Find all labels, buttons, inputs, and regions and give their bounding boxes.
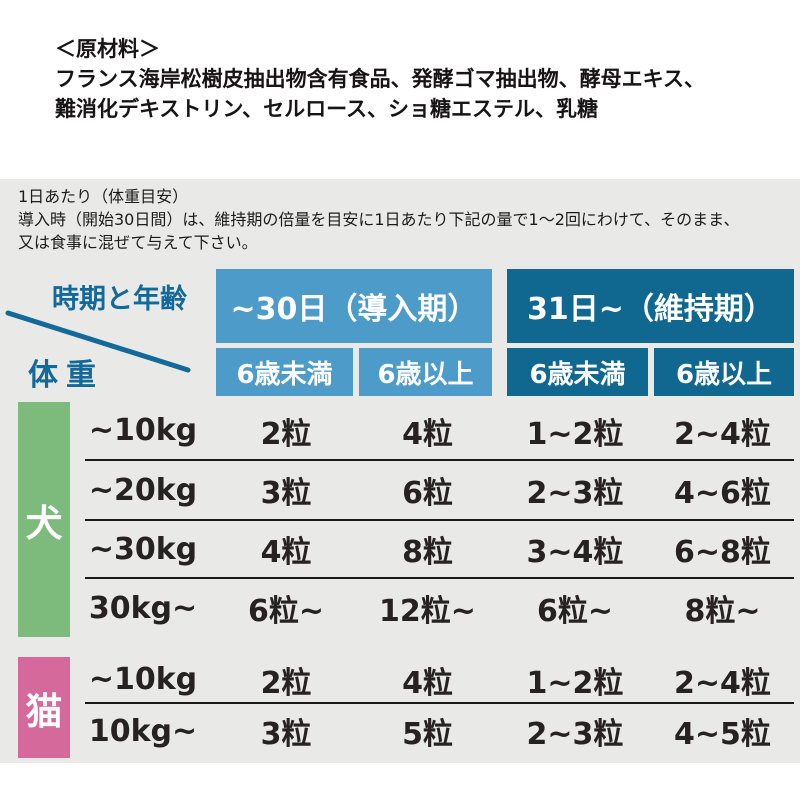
header-maintenance-period: 31日~（維持期）	[507, 269, 794, 343]
dose-cell: 2~4粒	[674, 665, 771, 701]
ingredients-section: ＜原材料＞ フランス海岸松樹皮抽出物含有食品、発酵ゴマ抽出物、酵母エキス、 難消…	[55, 34, 705, 124]
dose-cell: 4粒	[402, 416, 453, 452]
table-row: 30kg~ 6粒~ 12粒~ 6粒~ 8粒~	[70, 579, 794, 637]
header-introduction-period: ~30日（導入期）	[216, 269, 492, 343]
table-row: 10kg~ 3粒 5粒 2~3粒 4~5粒	[70, 704, 794, 758]
dose-cell: 6粒~	[536, 594, 613, 629]
dose-cell: 2~3粒	[526, 476, 624, 511]
dosage-panel: 1日あたり（体重目安） 導入時（開始30日間）は、維持期の倍量を目安に1日あたり…	[0, 179, 800, 763]
header-under-6-intro: 6歳未満	[216, 348, 353, 396]
dose-cell: 8粒~	[684, 594, 761, 629]
corner-label-period-age: 時期と年齢	[52, 284, 187, 315]
dose-cell: 2~3粒	[526, 717, 624, 752]
dose-cell: 1~2粒	[526, 665, 624, 701]
dose-cell: 2粒	[260, 416, 312, 452]
weight-cell: ~30kg	[88, 531, 198, 567]
header-over-6-maintenance: 6歳以上	[654, 348, 794, 396]
dose-cell: 4粒	[402, 665, 453, 701]
dose-cell: 12粒~	[379, 594, 476, 629]
dose-cell: 5粒	[402, 717, 453, 752]
weight-cell: ~10kg	[88, 662, 198, 697]
table-row: ~10kg 2粒 4粒 1~2粒 2~4粒	[70, 402, 794, 459]
ingredients-line-1: フランス海岸松樹皮抽出物含有食品、発酵ゴマ抽出物、酵母エキス、	[55, 67, 705, 91]
dose-cell: 2~4粒	[674, 416, 771, 452]
table-corner-cell: 時期と年齢 体重	[0, 269, 216, 396]
dose-cell: 6~8粒	[674, 535, 771, 570]
dose-cell: 1~2粒	[526, 416, 624, 452]
dose-cell: 8粒	[402, 535, 453, 570]
table-row: ~20kg 3粒 6粒 2~3粒 4~6粒	[70, 461, 794, 519]
corner-diagonal-line	[5, 310, 191, 373]
table-row: ~30kg 4粒 8粒 3~4粒 6~8粒	[70, 521, 794, 577]
weight-cell: ~10kg	[88, 413, 198, 448]
dose-cell: 6粒~	[247, 594, 324, 629]
ingredients-line-2: 難消化デキストリン、セルロース、ショ糖エステル、乳糖	[55, 97, 599, 121]
dose-cell: 3粒	[260, 717, 312, 752]
dosage-intro-line-1: 1日あたり（体重目安）	[18, 187, 189, 206]
weight-cell: ~20kg	[88, 472, 198, 508]
row-divider	[85, 519, 794, 521]
weight-cell: 10kg~	[88, 713, 198, 749]
weight-cell: 30kg~	[88, 590, 198, 626]
header-over-6-intro: 6歳以上	[359, 348, 492, 396]
dose-cell: 4粒	[260, 535, 312, 570]
species-bar-cat: 猫	[18, 657, 70, 758]
dosage-intro-line-3: 又は食事に混ぜて与えて下さい。	[18, 233, 258, 252]
row-divider	[85, 702, 794, 704]
ingredients-title: ＜原材料＞	[55, 37, 160, 61]
corner-label-weight: 体重	[28, 358, 104, 393]
dose-cell: 2粒	[260, 665, 312, 701]
dose-cell: 4~5粒	[674, 717, 771, 752]
dose-cell: 3~4粒	[526, 535, 624, 570]
dosage-intro-line-2: 導入時（開始30日間）は、維持期の倍量を目安に1日あたり下記の量で1～2回にわけ…	[18, 210, 740, 229]
dose-cell: 4~6粒	[674, 476, 771, 511]
dose-cell: 6粒	[402, 476, 453, 511]
species-bar-dog: 犬	[18, 402, 70, 637]
row-divider	[85, 459, 794, 461]
row-divider	[85, 577, 794, 579]
dose-cell: 3粒	[260, 476, 312, 511]
table-row: ~10kg 2粒 4粒 1~2粒 2~4粒	[70, 657, 794, 702]
header-under-6-maintenance: 6歳未満	[507, 348, 648, 396]
dosage-intro: 1日あたり（体重目安） 導入時（開始30日間）は、維持期の倍量を目安に1日あたり…	[18, 185, 739, 254]
